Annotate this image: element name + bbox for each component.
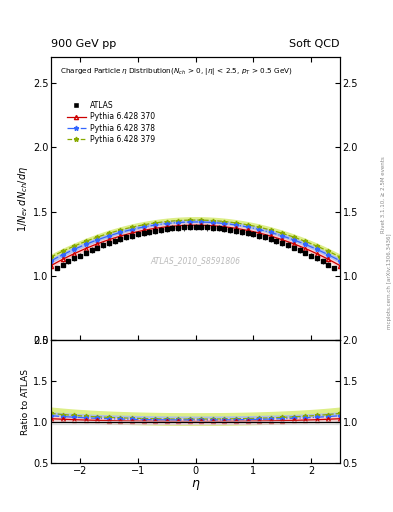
Pythia 6.428 379 bbox=[225, 219, 230, 225]
Pythia 6.428 378 bbox=[338, 258, 342, 264]
Text: Soft QCD: Soft QCD bbox=[290, 38, 340, 49]
Pythia 6.428 379 bbox=[254, 224, 259, 230]
Text: Rivet 3.1.10, ≥ 2.5M events: Rivet 3.1.10, ≥ 2.5M events bbox=[381, 156, 386, 233]
Line: Pythia 6.428 370: Pythia 6.428 370 bbox=[49, 223, 342, 268]
Pythia 6.428 370 bbox=[268, 233, 273, 239]
Pythia 6.428 370 bbox=[225, 224, 230, 230]
Pythia 6.428 370 bbox=[182, 222, 186, 228]
Line: Pythia 6.428 379: Pythia 6.428 379 bbox=[49, 218, 342, 260]
Pythia 6.428 379 bbox=[49, 254, 53, 260]
Pythia 6.428 379 bbox=[338, 254, 342, 260]
Y-axis label: Ratio to ATLAS: Ratio to ATLAS bbox=[21, 369, 30, 435]
Pythia 6.428 370 bbox=[254, 229, 259, 236]
Pythia 6.428 378 bbox=[225, 221, 230, 227]
Pythia 6.428 370 bbox=[69, 252, 73, 258]
Y-axis label: $1/N_{ev}\,dN_{ch}/d\eta$: $1/N_{ev}\,dN_{ch}/d\eta$ bbox=[16, 166, 30, 232]
Pythia 6.428 378 bbox=[193, 219, 198, 225]
Pythia 6.428 378 bbox=[69, 248, 73, 254]
Pythia 6.428 370 bbox=[338, 263, 342, 269]
Pythia 6.428 370 bbox=[49, 263, 53, 269]
Text: mcplots.cern.ch [arXiv:1306.3436]: mcplots.cern.ch [arXiv:1306.3436] bbox=[387, 234, 391, 329]
Pythia 6.428 379 bbox=[268, 227, 273, 233]
Legend: ATLAS, Pythia 6.428 370, Pythia 6.428 378, Pythia 6.428 379: ATLAS, Pythia 6.428 370, Pythia 6.428 37… bbox=[64, 98, 158, 147]
Pythia 6.428 379 bbox=[193, 217, 198, 223]
Pythia 6.428 378 bbox=[254, 226, 259, 232]
Text: ATLAS_2010_S8591806: ATLAS_2010_S8591806 bbox=[151, 257, 241, 266]
Pythia 6.428 379 bbox=[182, 217, 186, 223]
Pythia 6.428 370 bbox=[193, 222, 198, 228]
Text: Charged Particle$\,\eta$ Distribution($N_{ch}$ > 0, $|\eta|$ < 2.5, $p_{T}$ > 0.: Charged Particle$\,\eta$ Distribution($N… bbox=[60, 66, 293, 77]
Pythia 6.428 379 bbox=[69, 244, 73, 250]
Pythia 6.428 378 bbox=[268, 229, 273, 236]
Line: Pythia 6.428 378: Pythia 6.428 378 bbox=[49, 220, 342, 263]
X-axis label: $\eta$: $\eta$ bbox=[191, 478, 200, 492]
Text: 900 GeV pp: 900 GeV pp bbox=[51, 38, 116, 49]
Pythia 6.428 370 bbox=[121, 232, 126, 239]
Pythia 6.428 378 bbox=[49, 258, 53, 264]
Pythia 6.428 378 bbox=[121, 229, 126, 235]
Pythia 6.428 378 bbox=[182, 219, 186, 225]
Pythia 6.428 379 bbox=[121, 226, 126, 232]
